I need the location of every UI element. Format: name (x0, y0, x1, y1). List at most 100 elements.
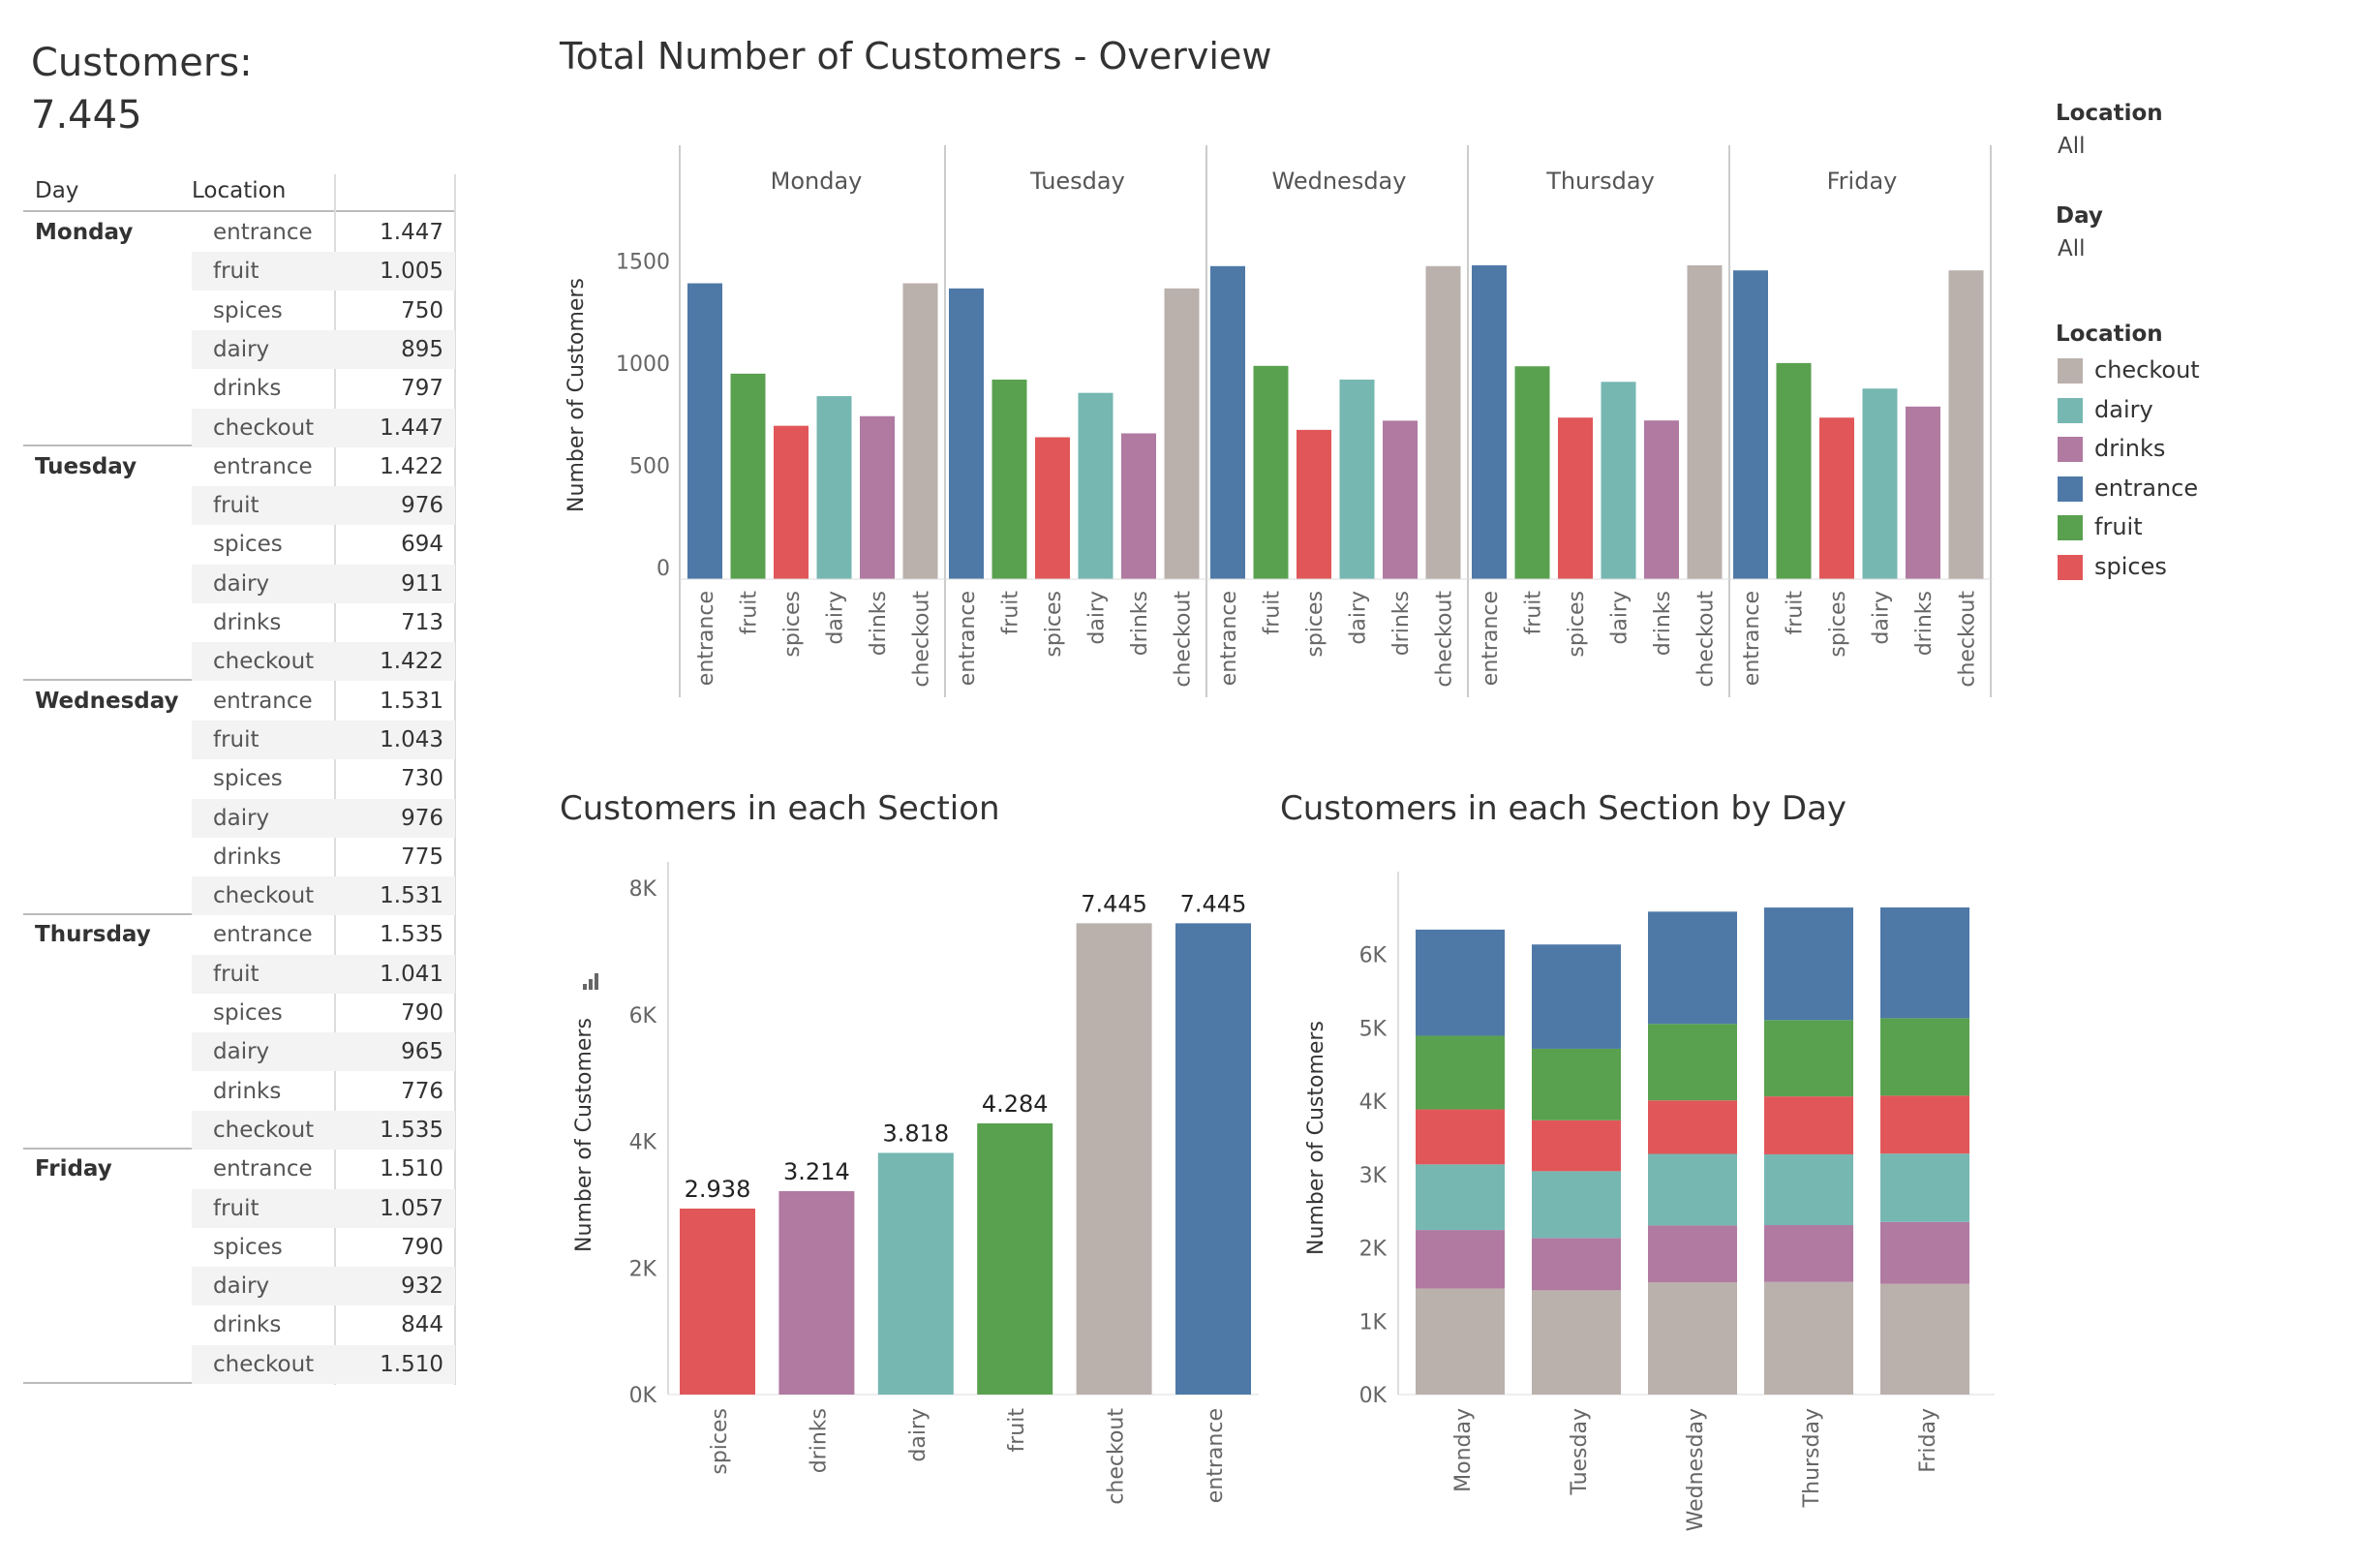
by-day-segment-spices[interactable] (1764, 1096, 1853, 1154)
overview-bar[interactable] (902, 283, 938, 579)
overview-bar[interactable] (992, 379, 1027, 579)
overview-ytick: 1500 (616, 250, 670, 274)
table-header-day[interactable]: Day (35, 178, 79, 203)
kpi-customers: Customers: 7.445 (31, 37, 253, 141)
table-location-cell: fruit (192, 486, 358, 526)
by-day-segment-dairy[interactable] (1880, 1153, 1969, 1222)
filter-day-value[interactable]: All (2058, 236, 2086, 261)
by-day-segment-spices[interactable] (1880, 1095, 1969, 1154)
by-day-segment-fruit[interactable] (1532, 1048, 1621, 1120)
table-value-cell: 844 (401, 1312, 443, 1338)
sections-bar[interactable] (1076, 923, 1152, 1395)
by-day-segment-entrance[interactable] (1880, 907, 1969, 1019)
table-location-cell: entrance (213, 1156, 313, 1182)
by-day-segment-fruit[interactable] (1416, 1035, 1505, 1110)
by-day-segment-checkout[interactable] (1416, 1288, 1505, 1395)
sections-bar[interactable] (680, 1208, 755, 1395)
by-day-segment-spices[interactable] (1648, 1100, 1737, 1154)
table-value-cell: 976 (358, 798, 455, 838)
overview-bar[interactable] (1297, 429, 1331, 579)
by-day-segment-fruit[interactable] (1880, 1018, 1969, 1096)
overview-bar[interactable] (1514, 366, 1550, 579)
overview-bar[interactable] (1472, 264, 1507, 579)
table-value-cell: 1.057 (358, 1188, 455, 1228)
table-header-location[interactable]: Location (192, 178, 287, 203)
by-day-segment-checkout[interactable] (1532, 1290, 1621, 1395)
overview-bar[interactable] (1078, 392, 1114, 579)
overview-bar[interactable] (1862, 388, 1898, 579)
sections-ytick: 4K (629, 1131, 657, 1155)
legend-swatch (2058, 358, 2083, 384)
by-day-segment-entrance[interactable] (1648, 911, 1737, 1025)
overview-bar[interactable] (1383, 420, 1418, 579)
overview-bar[interactable] (1558, 417, 1593, 579)
by-day-segment-entrance[interactable] (1764, 907, 1853, 1021)
overview-bar[interactable] (730, 373, 766, 579)
overview-bar[interactable] (949, 288, 984, 579)
overview-xtick: checkout (1694, 591, 1719, 688)
overview-bar[interactable] (1164, 288, 1200, 579)
by-day-segment-drinks[interactable] (1764, 1225, 1853, 1282)
overview-bar[interactable] (1776, 362, 1812, 579)
overview-xtick: entrance (1217, 591, 1241, 686)
overview-bar[interactable] (1948, 270, 1984, 579)
sections-xtick: spices (708, 1408, 732, 1475)
sections-bar[interactable] (778, 1190, 855, 1395)
by-day-segment-spices[interactable] (1532, 1120, 1621, 1172)
overview-bar[interactable] (1210, 265, 1245, 579)
by-day-segment-dairy[interactable] (1532, 1171, 1621, 1239)
by-day-ytick: 4K (1359, 1090, 1388, 1115)
sections-bar[interactable] (877, 1152, 954, 1395)
by-day-segment-fruit[interactable] (1648, 1024, 1737, 1101)
by-day-segment-drinks[interactable] (1532, 1238, 1621, 1291)
table-value-cell: 976 (358, 486, 455, 526)
overview-bar[interactable] (816, 396, 852, 579)
filter-location-value[interactable]: All (2058, 134, 2086, 159)
table-day-cell: Thursday (35, 922, 151, 948)
by-day-segment-checkout[interactable] (1648, 1282, 1737, 1395)
table-location-cell: dairy (192, 1267, 358, 1306)
overview-bar[interactable] (1644, 420, 1679, 579)
overview-bar[interactable] (1121, 433, 1156, 579)
by-day-segment-drinks[interactable] (1648, 1225, 1737, 1283)
overview-bar[interactable] (687, 283, 722, 579)
overview-panel-header: Friday (1827, 168, 1898, 195)
sections-chart: Number of Customers 0K 2K 4K 6K 8K 2.938 spices… (572, 862, 1259, 1505)
by-day-segment-dairy[interactable] (1764, 1153, 1853, 1226)
sections-data-label: 7.445 (1180, 890, 1247, 917)
table-row: Friday entrance 1.510 (23, 1150, 455, 1188)
by-day-segment-fruit[interactable] (1764, 1020, 1853, 1097)
overview-bar[interactable] (1253, 365, 1289, 579)
overview-bar[interactable] (860, 415, 895, 579)
sections-xtick: dairy (906, 1408, 931, 1462)
by-day-segment-spices[interactable] (1416, 1109, 1505, 1165)
by-day-segment-dairy[interactable] (1648, 1153, 1737, 1226)
overview-bar[interactable] (1601, 382, 1636, 579)
table-value-cell: 1.535 (358, 1110, 455, 1150)
table-location-cell: drinks (213, 376, 282, 402)
overview-bar[interactable] (1035, 437, 1070, 579)
overview-bar[interactable] (1819, 417, 1854, 579)
by-day-segment-entrance[interactable] (1416, 929, 1505, 1036)
by-day-segment-checkout[interactable] (1764, 1281, 1853, 1395)
overview-ylabel: Number of Customers (564, 278, 589, 512)
sections-bar[interactable] (1175, 923, 1251, 1395)
table-value-cell: 965 (358, 1032, 455, 1072)
table-row: Monday entrance 1.447 (23, 213, 455, 252)
overview-bar[interactable] (1687, 264, 1723, 579)
overview-bar[interactable] (1339, 379, 1375, 579)
by-day-segment-drinks[interactable] (1880, 1221, 1969, 1284)
by-day-segment-drinks[interactable] (1416, 1230, 1505, 1289)
by-day-segment-dairy[interactable] (1416, 1164, 1505, 1231)
table-value-cell: 1.510 (358, 1344, 455, 1384)
by-day-segment-entrance[interactable] (1532, 944, 1621, 1049)
overview-bar[interactable] (774, 425, 809, 579)
overview-panel-header: Thursday (1545, 168, 1655, 195)
by-day-segment-checkout[interactable] (1880, 1283, 1969, 1395)
overview-bar[interactable] (1906, 406, 1940, 579)
overview-bar[interactable] (1733, 270, 1768, 579)
overview-bar[interactable] (1425, 265, 1461, 579)
table-value-cell: 1.535 (380, 922, 443, 948)
sort-icon[interactable] (583, 973, 598, 990)
sections-bar[interactable] (977, 1122, 1053, 1395)
